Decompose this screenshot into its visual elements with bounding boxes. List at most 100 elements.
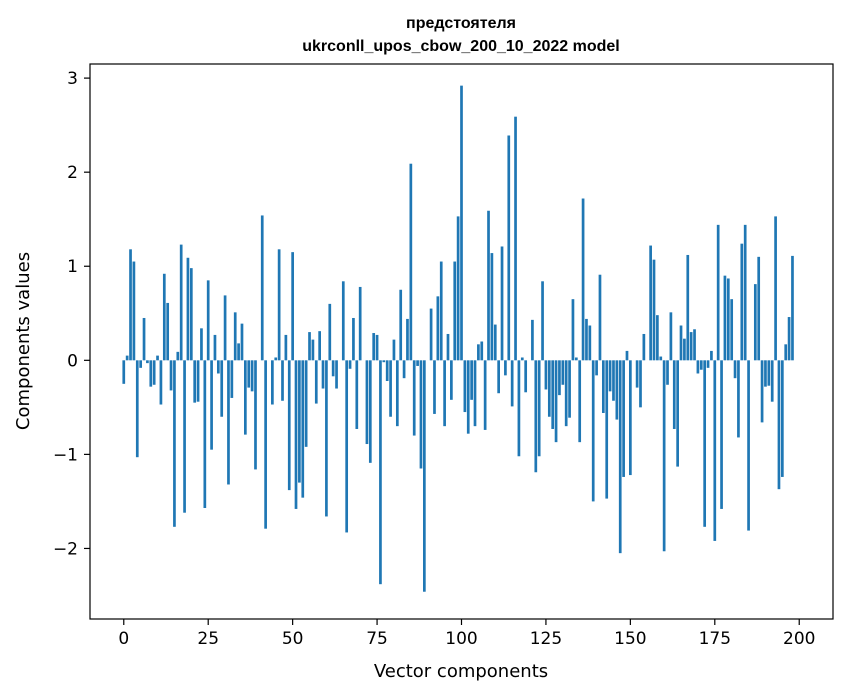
bar-component-42 [264,360,267,529]
bar-component-133 [571,299,575,361]
bar-component-137 [585,318,588,361]
bar-component-84 [406,318,409,361]
y-tick-label: −2 [53,539,78,559]
bar-component-8 [149,360,153,387]
bar-component-152 [635,360,639,388]
bar-component-18 [183,360,186,513]
bar-component-154 [642,333,646,361]
bar-component-153 [639,360,642,408]
bar-component-139 [591,360,595,502]
bar-component-104 [473,360,477,427]
x-tick-label: 0 [118,629,129,649]
bar-component-172 [703,360,707,527]
bar-component-106 [480,341,484,361]
bar-component-87 [416,360,419,366]
bar-component-102 [466,360,470,434]
bar-component-115 [510,360,514,407]
bar-component-192 [770,360,774,402]
bar-component-65 [341,281,345,361]
bar-component-177 [720,360,723,509]
bar-component-82 [399,289,403,361]
bar-component-197 [787,317,791,361]
bar-component-80 [392,339,396,361]
bar-component-119 [524,360,528,393]
bar-component-76 [379,360,382,585]
bar-component-5 [139,360,143,368]
bar-component-20 [189,268,193,361]
bar-component-150 [629,360,632,476]
bar-component-180 [730,299,734,361]
bar-component-23 [200,328,203,361]
bar-component-22 [196,360,200,402]
bar-component-78 [385,360,389,381]
bar-component-66 [345,360,349,533]
bar-component-143 [605,360,609,499]
bar-component-198 [791,255,794,361]
bar-component-178 [723,275,727,361]
chart-title-line1: предстоятеля [406,15,516,32]
bar-component-127 [551,360,555,429]
bar-component-98 [453,261,457,361]
bar-component-75 [375,334,379,361]
bar-component-44 [271,360,274,405]
bar-component-61 [328,303,332,361]
bar-component-86 [412,360,416,436]
bar-component-134 [574,357,578,361]
bar-component-28 [216,360,220,374]
x-tick-label: 150 [614,629,646,649]
bar-component-9 [152,360,156,385]
x-tick-label: 75 [366,629,388,649]
x-tick-label: 100 [445,629,477,649]
bar-component-93 [436,296,440,361]
bar-component-113 [504,360,507,376]
y-tick-label: 1 [67,257,78,277]
bar-component-4 [135,360,139,458]
bar-component-164 [676,360,679,467]
bar-component-193 [774,216,777,361]
bar-component-31 [227,360,230,485]
bar-component-174 [710,350,713,361]
bar-component-85 [409,163,413,361]
bar-component-36 [244,360,247,435]
bar-component-126 [547,360,551,417]
bar-component-194 [777,360,781,490]
y-tick-label: 3 [67,69,78,89]
bar-component-3 [132,261,136,361]
bar-component-117 [517,360,521,457]
bar-component-111 [497,360,500,394]
bar-component-118 [520,357,524,361]
bar-component-19 [186,257,190,361]
y-axis-ticks: −2 −1 0 1 2 3 [53,69,90,559]
bar-component-156 [649,245,652,361]
bar-component-17 [179,244,183,361]
bar-component-16 [176,351,180,361]
bar-component-138 [588,325,592,361]
bar-component-166 [683,338,686,361]
bar-component-114 [507,135,511,361]
bar-component-77 [382,360,386,363]
bar-series [122,85,794,592]
bar-component-103 [470,360,473,400]
bar-component-45 [274,357,278,361]
bar-component-141 [598,274,602,361]
bar-component-188 [757,256,761,361]
bar-component-101 [463,360,467,413]
bar-component-13 [166,302,170,361]
bar-component-35 [240,323,244,361]
bar-component-136 [581,198,585,361]
bar-component-182 [737,360,740,438]
bar-component-163 [672,360,676,429]
bar-component-24 [203,360,207,508]
bar-component-183 [740,243,744,361]
bar-component-176 [716,224,720,361]
bar-component-29 [220,360,224,417]
bar-component-159 [659,356,663,361]
bar-component-62 [331,360,335,377]
bar-component-50 [291,252,294,361]
bar-component-46 [277,249,281,361]
x-tick-label: 175 [699,629,731,649]
bar-component-185 [747,360,750,531]
bar-component-83 [402,360,406,379]
bar-component-125 [544,360,548,390]
